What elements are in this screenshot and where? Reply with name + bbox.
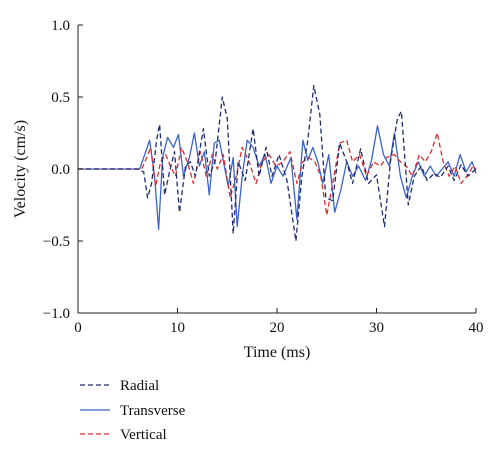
ticks: 0 10 20 30 40 1.0 0.5 0.0 −0.5 −1.0 bbox=[43, 18, 484, 336]
y-tick-label: 0.0 bbox=[51, 162, 70, 178]
y-tick-label: 1.0 bbox=[51, 18, 70, 34]
plot-area bbox=[78, 84, 477, 242]
legend-label-transverse: Transverse bbox=[120, 403, 186, 419]
series-radial-line bbox=[78, 84, 477, 242]
y-tick-label: 0.5 bbox=[51, 90, 70, 106]
y-tick-label: −0.5 bbox=[43, 234, 70, 250]
legend-label-vertical: Vertical bbox=[120, 427, 167, 443]
x-tick-label: 40 bbox=[469, 320, 484, 336]
x-tick-label: 10 bbox=[170, 320, 185, 336]
legend: Radial Transverse Vertical bbox=[80, 378, 186, 443]
x-tick-label: 0 bbox=[74, 320, 82, 336]
x-tick-label: 20 bbox=[270, 320, 285, 336]
series-vertical-line bbox=[78, 132, 477, 216]
x-axis-label: Time (ms) bbox=[244, 344, 311, 361]
y-axis-label: Velocity (cm/s) bbox=[12, 120, 29, 218]
series-transverse-line bbox=[78, 125, 477, 231]
x-tick-label: 30 bbox=[369, 320, 384, 336]
y-tick-label: −1.0 bbox=[43, 306, 70, 322]
legend-label-radial: Radial bbox=[120, 378, 159, 394]
